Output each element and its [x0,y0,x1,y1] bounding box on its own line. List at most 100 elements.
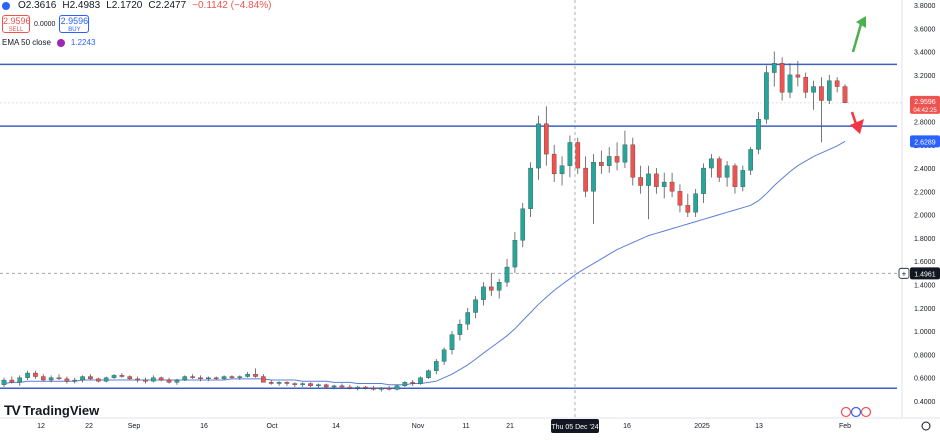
candle-body [323,384,329,388]
candle-body [795,74,801,78]
x-tick-label: 13 [755,423,763,430]
candle-body [96,378,101,382]
x-tick-label: 22 [85,423,93,430]
candle-body [591,162,596,192]
candle-body [119,375,125,377]
y-tick-label: 0.8000 [914,352,936,359]
candle-body [559,165,565,175]
candle-body [583,167,588,192]
event-icon[interactable] [850,406,862,418]
candle-body [151,377,156,382]
y-tick-label: 2.2000 [914,189,936,196]
candle-body [33,372,38,377]
candle-body [787,74,793,93]
x-tick-label: Feb [839,423,851,430]
y-tick-label: 3.2000 [914,73,936,80]
candle-body [17,377,23,383]
event-icon[interactable] [840,406,852,418]
candle-body [441,349,447,362]
y-tick-label: 3.6000 [914,26,936,33]
candle-body [528,167,533,209]
candle-body [158,377,164,381]
candle-body [371,388,376,390]
ohlc-legend: O2.3616 H2.4983 L2.1720 C2.2477 −0.1142 … [0,0,271,11]
green-arrow-icon [856,16,866,28]
candle-body [457,323,463,335]
candle-body [292,383,298,385]
trade-panel: 2.9596 SELL 0.0000 2.9596 BUY [2,15,90,33]
y-tick-label: 1.6000 [914,259,936,266]
last-price-tag [910,95,940,114]
buy-button[interactable]: 2.9596 BUY [59,15,90,33]
candle-body [127,376,133,380]
candle-body [347,386,353,389]
y-tick-label: 1.4000 [914,283,936,290]
candle-body [567,142,573,166]
candle-body [551,153,557,175]
candle-body [182,376,188,381]
candle-body [630,144,636,178]
candle-body [378,388,384,390]
candle-body [394,385,400,390]
candle-body [842,86,848,103]
ema-price-tag-text: 2.6289 [914,139,936,146]
candle-body [614,156,620,163]
sell-price: 2.9596 [3,16,31,26]
candle-body [363,386,368,389]
candle-body [135,378,140,381]
candle-body [481,286,486,300]
candle-body [253,374,258,377]
candle-body [402,382,408,387]
candle-body [221,376,227,380]
sell-button[interactable]: 2.9596 SELL [2,15,31,33]
candle-body [740,170,746,187]
candle-body [103,377,109,382]
y-tick-label: 3.4000 [914,50,936,57]
x-tick-label: 2025 [694,423,710,430]
candle-body [826,80,832,101]
settings-gear-icon[interactable] [921,421,931,431]
cursor-price-tag-text: 1.4961 [914,271,936,278]
green-arrow-shaft [851,23,863,53]
candle-body [386,388,392,390]
x-tick-label: Oct [267,423,278,430]
candle-body [261,376,266,383]
event-icon[interactable] [860,406,872,418]
x-tick-label: Sep [128,423,141,430]
add-alert-icon[interactable] [898,267,910,279]
candle-body [473,299,478,313]
candle-body [268,382,274,384]
add-alert-plus: + [902,269,907,278]
indicator-settings-icon[interactable] [56,38,65,47]
candle-body [512,240,518,268]
candle-body [449,334,455,350]
candle-body [1,379,7,385]
tradingview-logo[interactable]: TV TradingView [4,402,99,418]
sell-label: SELL [8,27,24,33]
candle-body [834,80,840,87]
candle-body [40,376,46,381]
symbol-status-icon [2,1,10,10]
candle-body [811,86,816,93]
red-arrow-shaft [850,111,858,125]
candle-body [410,382,416,384]
candle-body [316,384,321,387]
ohlc-close: C2.2477 [148,0,187,11]
y-tick-label: 1.0000 [914,329,936,336]
cursor-price-tag [910,267,940,280]
candle-body [669,181,675,192]
candle-body [426,370,431,378]
candle-body [646,173,651,186]
candle-body [544,123,549,155]
x-tick-label: 21 [506,423,514,430]
candle-body [80,376,85,381]
candle-body [536,123,541,169]
y-tick-label: 1.2000 [914,306,936,313]
ema-legend[interactable]: EMA 50 close 1.2243 [2,38,95,47]
ohlc-low: L2.1720 [106,0,143,11]
candle-body [276,382,282,384]
candle-body [622,144,628,163]
candle-body [88,376,93,380]
